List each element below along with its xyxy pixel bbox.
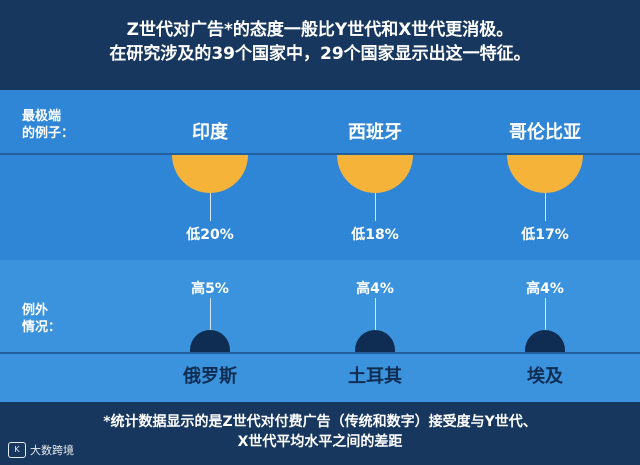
brand-mark-icon: K (8, 442, 26, 458)
footnote-line-2: X世代平均水平之间的差距 (237, 434, 403, 450)
stem-spain (374, 193, 376, 221)
extreme-label-line-1: 最极端 (22, 109, 62, 124)
exceptions-label: 例外 情况： (22, 302, 61, 336)
stat-colombia: 低17% (521, 227, 569, 243)
stem-egypt (544, 298, 546, 330)
header-line-2: 在研究涉及的39个国家中，29个国家显示出这一特征。 (109, 44, 531, 64)
stat-turkey: 高4% (356, 281, 394, 297)
stem-india (209, 193, 211, 221)
footnote-line-1: *统计数据显示的是Z世代对付费广告（传统和数字）接受度与Y世代、 (103, 414, 537, 430)
stem-turkey (374, 298, 376, 330)
stat-india: 低20% (186, 227, 234, 243)
stat-egypt: 高4% (526, 281, 564, 297)
country-india: 印度 (192, 122, 228, 143)
country-turkey: 土耳其 (348, 366, 402, 387)
extreme-examples-label: 最极端 的例子： (22, 108, 74, 142)
stat-spain: 低18% (351, 227, 399, 243)
brand-logo: K 大数跨境 (8, 442, 74, 458)
marker-turkey (355, 330, 395, 352)
footnote: *统计数据显示的是Z世代对付费广告（传统和数字）接受度与Y世代、 X世代平均水平… (0, 402, 640, 465)
top-divider (0, 153, 640, 155)
stem-colombia (544, 193, 546, 221)
country-spain: 西班牙 (348, 122, 402, 143)
extreme-label-line-2: 的例子： (22, 126, 75, 141)
exceptions-label-line-2: 情况： (22, 320, 62, 335)
stem-russia (209, 298, 211, 330)
exceptions-label-line-1: 例外 (22, 303, 49, 318)
exceptions-panel: 例外 情况： (0, 260, 640, 402)
country-russia: 俄罗斯 (183, 366, 237, 387)
brand-name: 大数跨境 (30, 444, 74, 457)
marker-egypt (525, 330, 565, 352)
stat-russia: 高5% (191, 281, 229, 297)
header-line-1: Z世代对广告*的态度一般比Y世代和X世代更消极。 (126, 20, 514, 40)
bottom-divider (0, 352, 640, 354)
country-egypt: 埃及 (527, 366, 563, 387)
country-colombia: 哥伦比亚 (509, 122, 581, 143)
marker-russia (190, 330, 230, 352)
infographic-header: Z世代对广告*的态度一般比Y世代和X世代更消极。 在研究涉及的39个国家中，29… (0, 0, 640, 90)
